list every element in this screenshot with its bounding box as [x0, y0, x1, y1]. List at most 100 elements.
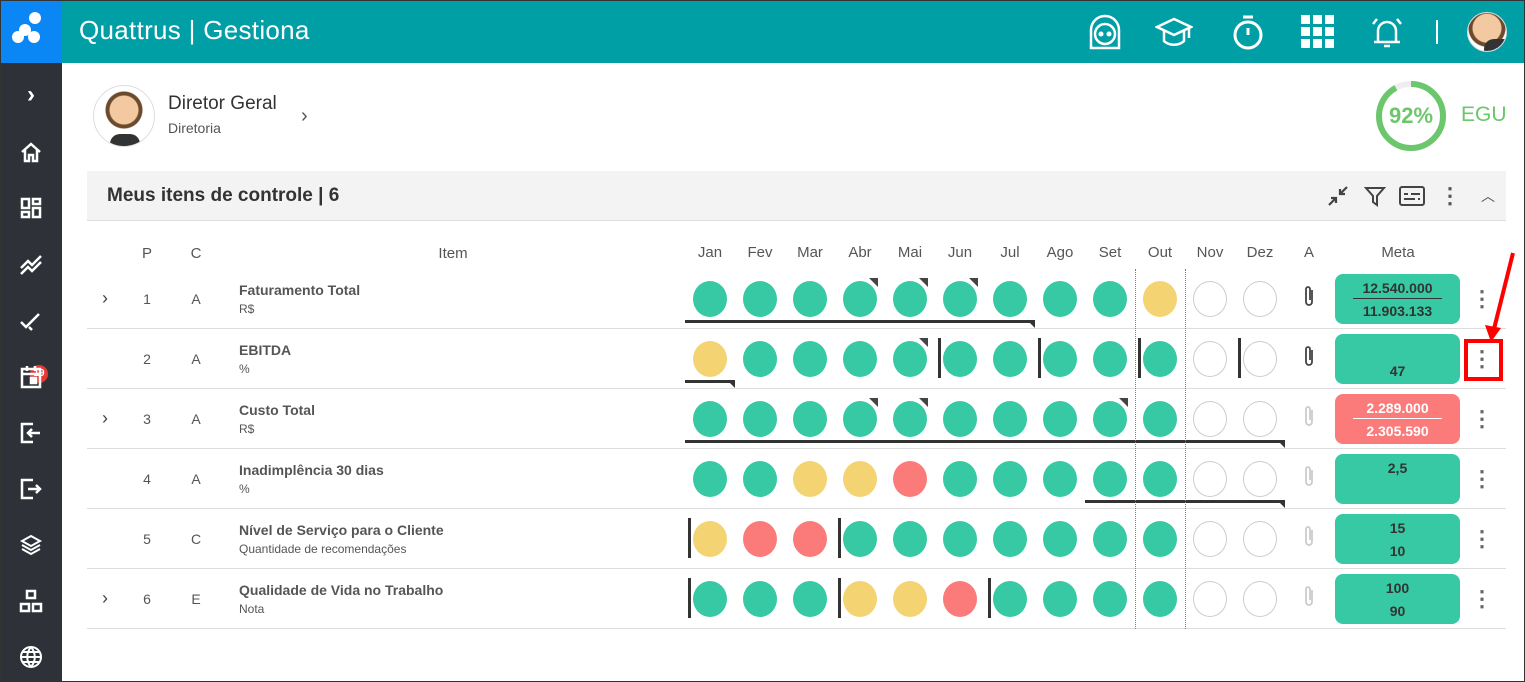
month-cell[interactable] — [735, 509, 785, 569]
month-cell[interactable] — [1085, 329, 1135, 389]
month-cell[interactable] — [1035, 389, 1085, 449]
status-dot-g[interactable] — [743, 400, 777, 437]
row-item[interactable]: Qualidade de Vida no Trabalho Nota — [221, 582, 685, 616]
month-cell[interactable] — [1185, 329, 1235, 389]
month-cell[interactable] — [1235, 329, 1285, 389]
month-cell[interactable] — [835, 449, 885, 509]
home-icon[interactable] — [16, 137, 46, 167]
row-item[interactable]: Inadimplência 30 dias% — [221, 462, 685, 496]
month-cell[interactable] — [1035, 569, 1085, 629]
status-dot-g[interactable] — [1093, 280, 1127, 317]
status-dot-g[interactable] — [793, 580, 827, 617]
month-cell[interactable] — [1135, 509, 1185, 569]
month-cell[interactable] — [685, 329, 735, 389]
status-dot-g[interactable] — [693, 400, 727, 437]
month-cell[interactable] — [685, 269, 735, 329]
status-dot-g[interactable] — [1043, 460, 1077, 497]
status-dot-g[interactable] — [693, 280, 727, 317]
structure-icon[interactable] — [16, 586, 46, 616]
status-dot-g[interactable] — [893, 340, 927, 377]
login-icon[interactable] — [16, 418, 46, 448]
status-dot-g[interactable] — [993, 280, 1027, 317]
meta-box[interactable]: 2,5 — [1335, 453, 1460, 504]
status-dot-g[interactable] — [893, 280, 927, 317]
chevron-right-icon[interactable]: › — [301, 105, 308, 127]
status-dot-g[interactable] — [693, 580, 727, 617]
status-dot-g[interactable] — [1043, 340, 1077, 377]
month-cell[interactable] — [1185, 269, 1235, 329]
status-dot-g[interactable] — [793, 340, 827, 377]
status-dot-g[interactable] — [1043, 280, 1077, 317]
month-cell[interactable] — [1185, 509, 1235, 569]
month-cell[interactable] — [985, 329, 1035, 389]
status-dot-g[interactable] — [1043, 520, 1077, 557]
month-cell[interactable] — [735, 449, 785, 509]
status-dot-g[interactable] — [1093, 460, 1127, 497]
month-cell[interactable] — [1235, 509, 1285, 569]
month-cell[interactable] — [1185, 449, 1235, 509]
month-cell[interactable] — [735, 329, 785, 389]
status-dot-y[interactable] — [893, 580, 927, 617]
status-dot-g[interactable] — [793, 400, 827, 437]
month-cell[interactable] — [835, 569, 885, 629]
month-cell[interactable] — [935, 449, 985, 509]
status-dot-r[interactable] — [743, 520, 777, 557]
status-dot-e[interactable] — [1193, 280, 1227, 317]
status-dot-e[interactable] — [1193, 460, 1227, 497]
month-cell[interactable] — [1135, 329, 1185, 389]
row-item[interactable]: Nível de Serviço para o Cliente Quantidad… — [221, 522, 685, 556]
month-cell[interactable] — [985, 569, 1035, 629]
month-cell[interactable] — [935, 269, 985, 329]
filter-icon[interactable] — [1362, 183, 1388, 209]
expand-chevron-icon[interactable]: › — [27, 81, 35, 108]
month-cell[interactable] — [1085, 269, 1135, 329]
status-dot-g[interactable] — [843, 340, 877, 377]
month-cell[interactable] — [1085, 569, 1135, 629]
month-cell[interactable] — [835, 389, 885, 449]
row-more-options-icon[interactable]: ⋮ — [1471, 285, 1493, 311]
month-cell[interactable] — [935, 509, 985, 569]
status-dot-e[interactable] — [1193, 520, 1227, 557]
month-cell[interactable] — [985, 389, 1035, 449]
month-cell[interactable] — [1135, 269, 1185, 329]
status-dot-g[interactable] — [1143, 520, 1177, 557]
tasks-check-icon[interactable] — [16, 306, 46, 336]
month-cell[interactable] — [785, 509, 835, 569]
graduation-cap-icon[interactable] — [1154, 13, 1194, 51]
month-cell[interactable] — [1035, 449, 1085, 509]
month-cell[interactable] — [1085, 509, 1135, 569]
month-cell[interactable] — [835, 329, 885, 389]
status-dot-g[interactable] — [843, 520, 877, 557]
dashboard-icon[interactable] — [16, 193, 46, 223]
status-dot-g[interactable] — [1043, 400, 1077, 437]
table-row[interactable]: 4 A Inadimplência 30 dias% 2,5 ⋮ — [87, 449, 1506, 509]
layers-icon[interactable] — [16, 530, 46, 560]
month-cell[interactable] — [1135, 389, 1185, 449]
month-cell[interactable] — [835, 509, 885, 569]
table-row[interactable]: › 6 E Qualidade de Vida no Trabalho Nota 1… — [87, 569, 1506, 629]
calendar-icon[interactable] — [16, 362, 46, 392]
alarm-bell-icon[interactable] — [1367, 13, 1407, 51]
meta-box[interactable]: 2.289.000 2.305.590 — [1335, 393, 1460, 444]
month-cell[interactable] — [785, 389, 835, 449]
status-dot-g[interactable] — [1043, 580, 1077, 617]
month-cell[interactable] — [885, 449, 935, 509]
status-dot-g[interactable] — [993, 340, 1027, 377]
status-dot-g[interactable] — [693, 460, 727, 497]
month-cell[interactable] — [985, 269, 1035, 329]
status-dot-y[interactable] — [843, 460, 877, 497]
status-dot-r[interactable] — [793, 520, 827, 557]
status-dot-g[interactable] — [993, 520, 1027, 557]
status-dot-y[interactable] — [693, 340, 727, 377]
month-cell[interactable] — [685, 389, 735, 449]
status-dot-g[interactable] — [943, 520, 977, 557]
status-dot-e[interactable] — [1193, 580, 1227, 617]
month-cell[interactable] — [885, 509, 935, 569]
table-row[interactable]: 2 A EBITDA% 47 ⋮ — [87, 329, 1506, 389]
month-cell[interactable] — [1185, 389, 1235, 449]
month-cell[interactable] — [985, 509, 1035, 569]
month-cell[interactable] — [1135, 449, 1185, 509]
month-cell[interactable] — [735, 569, 785, 629]
row-more-options-icon[interactable]: ⋮ — [1471, 465, 1493, 491]
logout-icon[interactable] — [16, 474, 46, 504]
